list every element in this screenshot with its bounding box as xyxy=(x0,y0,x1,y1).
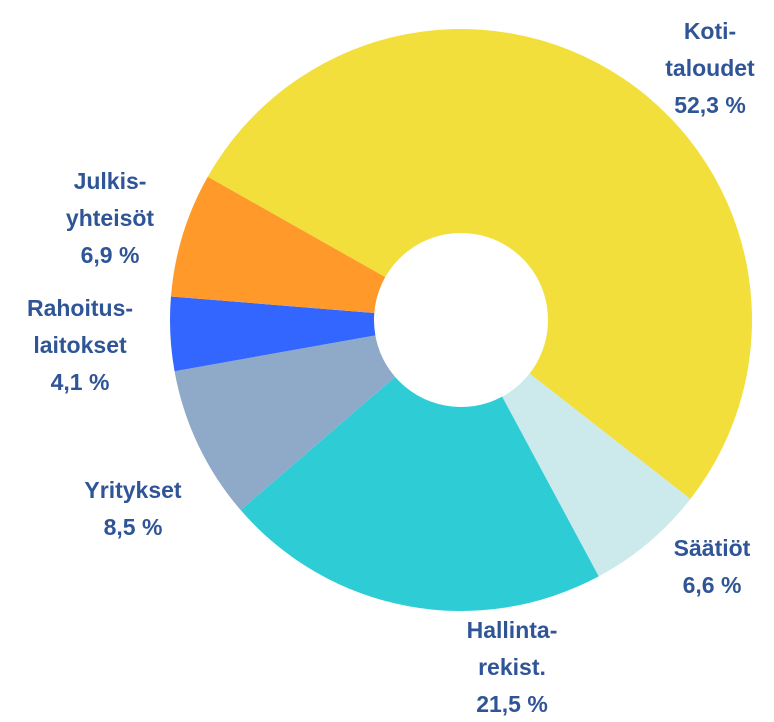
slice-label: Säätiöt xyxy=(674,535,751,561)
donut-slice xyxy=(169,296,376,372)
slice-label: taloudet xyxy=(665,55,755,81)
slice-label: yhteisöt xyxy=(66,205,155,231)
donut-slice xyxy=(174,335,396,511)
donut-slice xyxy=(207,29,752,500)
slice-label: Julkis- xyxy=(74,168,147,194)
value-label: 8,5 % xyxy=(104,514,163,540)
slice-label: Rahoitus- xyxy=(27,295,133,321)
value-label: 52,3 % xyxy=(674,92,746,118)
value-label: 21,5 % xyxy=(476,691,548,717)
donut-slice xyxy=(170,176,386,313)
slice-label: Hallinta- xyxy=(467,617,558,643)
slice-label: laitokset xyxy=(33,332,127,358)
value-label: 4,1 % xyxy=(51,369,110,395)
value-label: 6,6 % xyxy=(683,572,742,598)
donut-slice xyxy=(240,376,599,611)
value-label: 6,9 % xyxy=(81,242,140,268)
donut-slice xyxy=(502,373,691,577)
slice-label: Yritykset xyxy=(84,477,182,503)
slice-label: rekist. xyxy=(478,654,546,680)
slice-label: Koti- xyxy=(684,18,736,44)
